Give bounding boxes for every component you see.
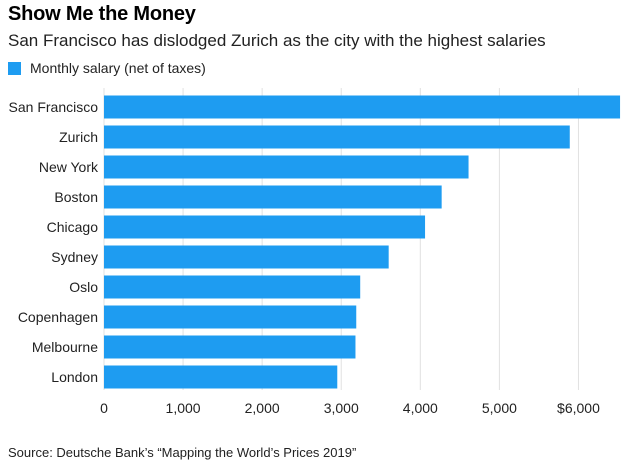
- category-label-1: Zurich: [59, 129, 98, 145]
- x-tick-label-5: 5,000: [482, 400, 517, 416]
- category-label-3: Boston: [54, 189, 98, 205]
- bar-6: [104, 275, 361, 299]
- bar-4: [104, 215, 426, 239]
- category-label-8: Melbourne: [32, 339, 98, 355]
- category-label-5: Sydney: [51, 249, 98, 265]
- source-note: Source: Deutsche Bank’s “Mapping the Wor…: [8, 445, 357, 460]
- x-tick-label-1: 1,000: [166, 400, 201, 416]
- category-label-2: New York: [39, 159, 99, 175]
- x-tick-label-2: 2,000: [245, 400, 280, 416]
- bar-chart: San Francisco Zurich New York Boston Chicago…: [9, 88, 621, 416]
- legend-swatch: [8, 61, 21, 75]
- chart-subtitle: San Francisco has dislodged Zurich as th…: [8, 31, 546, 50]
- x-tick-label-0: 0: [100, 400, 108, 416]
- bar-7: [104, 305, 357, 329]
- bar-8: [104, 335, 356, 359]
- legend: Monthly salary (net of taxes): [8, 59, 206, 77]
- bar-5: [104, 245, 389, 269]
- category-label-4: Chicago: [47, 219, 99, 235]
- bar-0: [104, 95, 621, 119]
- bar-3: [104, 185, 442, 209]
- x-tick-label-3: 3,000: [324, 400, 359, 416]
- bar-2: [104, 155, 469, 179]
- chart-title: Show Me the Money: [8, 3, 196, 25]
- category-label-9: London: [51, 369, 98, 385]
- category-label-7: Copenhagen: [18, 309, 98, 325]
- legend-label: Monthly salary (net of taxes): [30, 60, 206, 76]
- category-label-0: San Francisco: [9, 99, 99, 115]
- x-tick-label-6: $6,000: [557, 400, 600, 416]
- x-tick-label-4: 4,000: [403, 400, 438, 416]
- bar-1: [104, 125, 570, 149]
- category-label-6: Oslo: [69, 279, 98, 295]
- bar-9: [104, 365, 338, 389]
